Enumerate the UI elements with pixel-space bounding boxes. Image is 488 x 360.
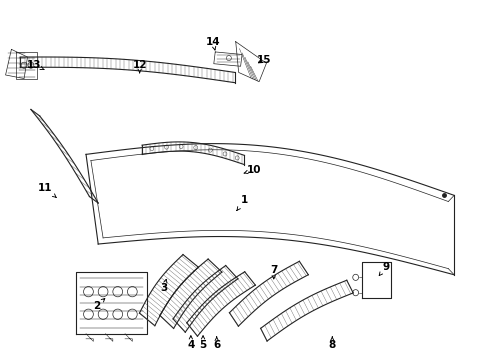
Text: 5: 5 [199, 336, 206, 350]
Text: 15: 15 [256, 55, 271, 64]
Text: 1: 1 [236, 195, 247, 211]
Text: 2: 2 [93, 298, 104, 311]
Text: 10: 10 [244, 165, 261, 175]
Text: 11: 11 [37, 183, 56, 197]
Text: 7: 7 [269, 265, 277, 279]
Text: 3: 3 [160, 279, 167, 293]
Text: 8: 8 [328, 337, 335, 350]
Text: 13: 13 [26, 60, 44, 70]
Text: 6: 6 [213, 337, 220, 350]
Text: 12: 12 [132, 60, 146, 73]
Text: 14: 14 [205, 37, 220, 50]
Text: 9: 9 [378, 262, 388, 275]
Text: 4: 4 [187, 336, 194, 350]
